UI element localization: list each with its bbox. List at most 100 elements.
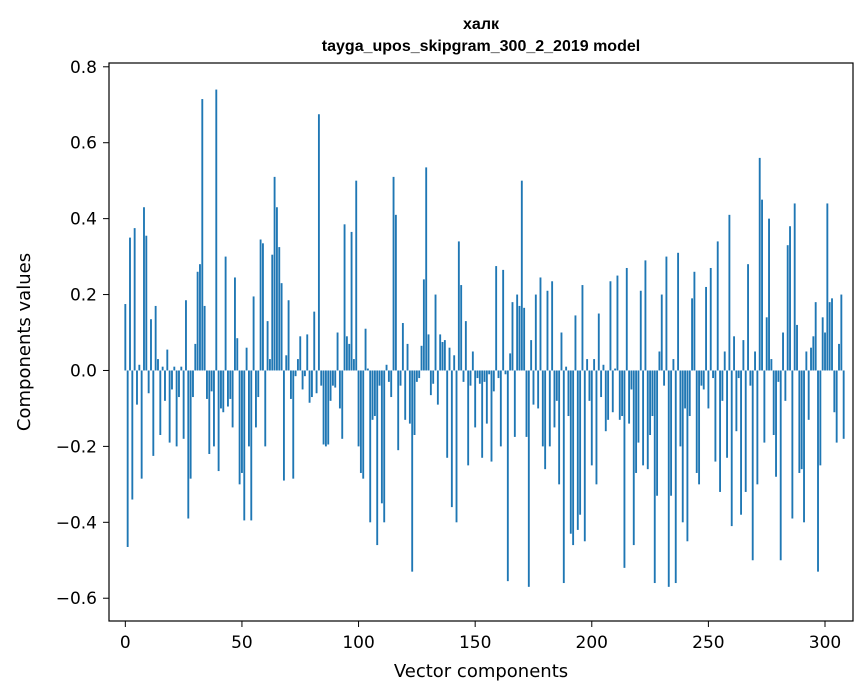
bar-93 bbox=[341, 370, 344, 439]
bar-36 bbox=[208, 370, 211, 454]
bar-176 bbox=[534, 294, 537, 371]
bar-34 bbox=[203, 305, 206, 371]
bar-61 bbox=[266, 321, 269, 371]
bar-3 bbox=[131, 370, 134, 500]
bar-125 bbox=[415, 370, 418, 382]
bar-269 bbox=[751, 370, 754, 561]
bar-241 bbox=[686, 370, 689, 542]
bar-185 bbox=[555, 370, 558, 401]
bar-73 bbox=[294, 370, 297, 377]
bar-96 bbox=[348, 343, 351, 371]
bar-188 bbox=[562, 370, 565, 584]
bar-19 bbox=[168, 370, 171, 443]
bar-4 bbox=[133, 228, 136, 371]
bar-138 bbox=[446, 370, 449, 458]
bar-81 bbox=[313, 311, 316, 371]
bar-201 bbox=[593, 359, 596, 371]
y-tick-label: 0.6 bbox=[70, 134, 97, 154]
bar-15 bbox=[159, 370, 162, 435]
bar-17 bbox=[164, 370, 166, 401]
bar-250 bbox=[707, 370, 710, 409]
bar-7 bbox=[140, 370, 143, 479]
bar-301 bbox=[826, 203, 829, 371]
bar-257 bbox=[723, 351, 726, 371]
bar-276 bbox=[768, 218, 770, 371]
bar-202 bbox=[595, 370, 598, 485]
bar-168 bbox=[516, 294, 519, 371]
bar-217 bbox=[630, 370, 633, 390]
bar-6 bbox=[138, 364, 141, 371]
bar-118 bbox=[399, 370, 402, 386]
bar-25 bbox=[182, 370, 185, 439]
bar-142 bbox=[455, 370, 458, 523]
bar-88 bbox=[329, 370, 332, 401]
bar-106 bbox=[371, 370, 374, 420]
bar-57 bbox=[257, 370, 260, 398]
bar-123 bbox=[411, 370, 414, 572]
bar-272 bbox=[758, 157, 761, 371]
bar-288 bbox=[796, 324, 798, 371]
bar-164 bbox=[506, 370, 509, 582]
bar-126 bbox=[418, 370, 421, 379]
bar-63 bbox=[271, 254, 274, 371]
bar-47 bbox=[234, 277, 236, 371]
bar-30 bbox=[194, 343, 197, 371]
bar-70 bbox=[287, 300, 290, 371]
bar-38 bbox=[213, 370, 215, 447]
bar-284 bbox=[786, 245, 789, 371]
bar-120 bbox=[404, 370, 407, 420]
bar-72 bbox=[292, 370, 295, 479]
bar-203 bbox=[597, 313, 600, 371]
bar-29 bbox=[192, 370, 194, 398]
bar-42 bbox=[222, 370, 225, 413]
bar-65 bbox=[275, 207, 278, 371]
bar-31 bbox=[196, 271, 199, 371]
bar-278 bbox=[772, 370, 775, 435]
bar-37 bbox=[210, 370, 213, 392]
bar-112 bbox=[385, 364, 388, 371]
bar-174 bbox=[530, 340, 533, 371]
bar-104 bbox=[366, 368, 369, 371]
bar-56 bbox=[255, 370, 257, 428]
bar-245 bbox=[695, 370, 698, 473]
bar-161 bbox=[499, 370, 502, 447]
bar-230 bbox=[660, 294, 663, 371]
bar-101 bbox=[359, 370, 362, 473]
bar-107 bbox=[373, 370, 376, 417]
bar-305 bbox=[835, 370, 838, 443]
bar-181 bbox=[546, 290, 549, 371]
bar-165 bbox=[509, 353, 512, 371]
bar-122 bbox=[408, 370, 411, 424]
bar-224 bbox=[646, 370, 649, 470]
bar-268 bbox=[749, 370, 752, 386]
bar-298 bbox=[819, 370, 822, 466]
bar-289 bbox=[798, 370, 801, 473]
bar-169 bbox=[518, 305, 521, 371]
bar-54 bbox=[250, 370, 253, 521]
bar-247 bbox=[700, 370, 703, 386]
bar-260 bbox=[730, 370, 733, 527]
bar-221 bbox=[639, 290, 642, 371]
bar-193 bbox=[574, 315, 577, 371]
bar-132 bbox=[432, 370, 435, 384]
bar-51 bbox=[243, 370, 246, 521]
x-tick-label: 0 bbox=[120, 633, 131, 653]
bar-227 bbox=[653, 370, 656, 584]
bar-267 bbox=[747, 264, 749, 371]
x-tick-label: 200 bbox=[576, 633, 608, 653]
bar-163 bbox=[504, 370, 507, 375]
bar-259 bbox=[728, 214, 731, 371]
bar-110 bbox=[380, 370, 383, 504]
bar-236 bbox=[674, 370, 677, 584]
bar-265 bbox=[742, 340, 745, 371]
bar-251 bbox=[709, 267, 712, 371]
bar-135 bbox=[439, 334, 442, 371]
bar-223 bbox=[644, 260, 647, 371]
bar-218 bbox=[632, 370, 635, 546]
x-tick-label: 50 bbox=[231, 633, 253, 653]
bar-90 bbox=[334, 370, 337, 388]
bar-207 bbox=[607, 370, 610, 420]
bar-177 bbox=[537, 370, 540, 409]
bar-24 bbox=[180, 366, 183, 371]
bar-105 bbox=[369, 370, 372, 523]
